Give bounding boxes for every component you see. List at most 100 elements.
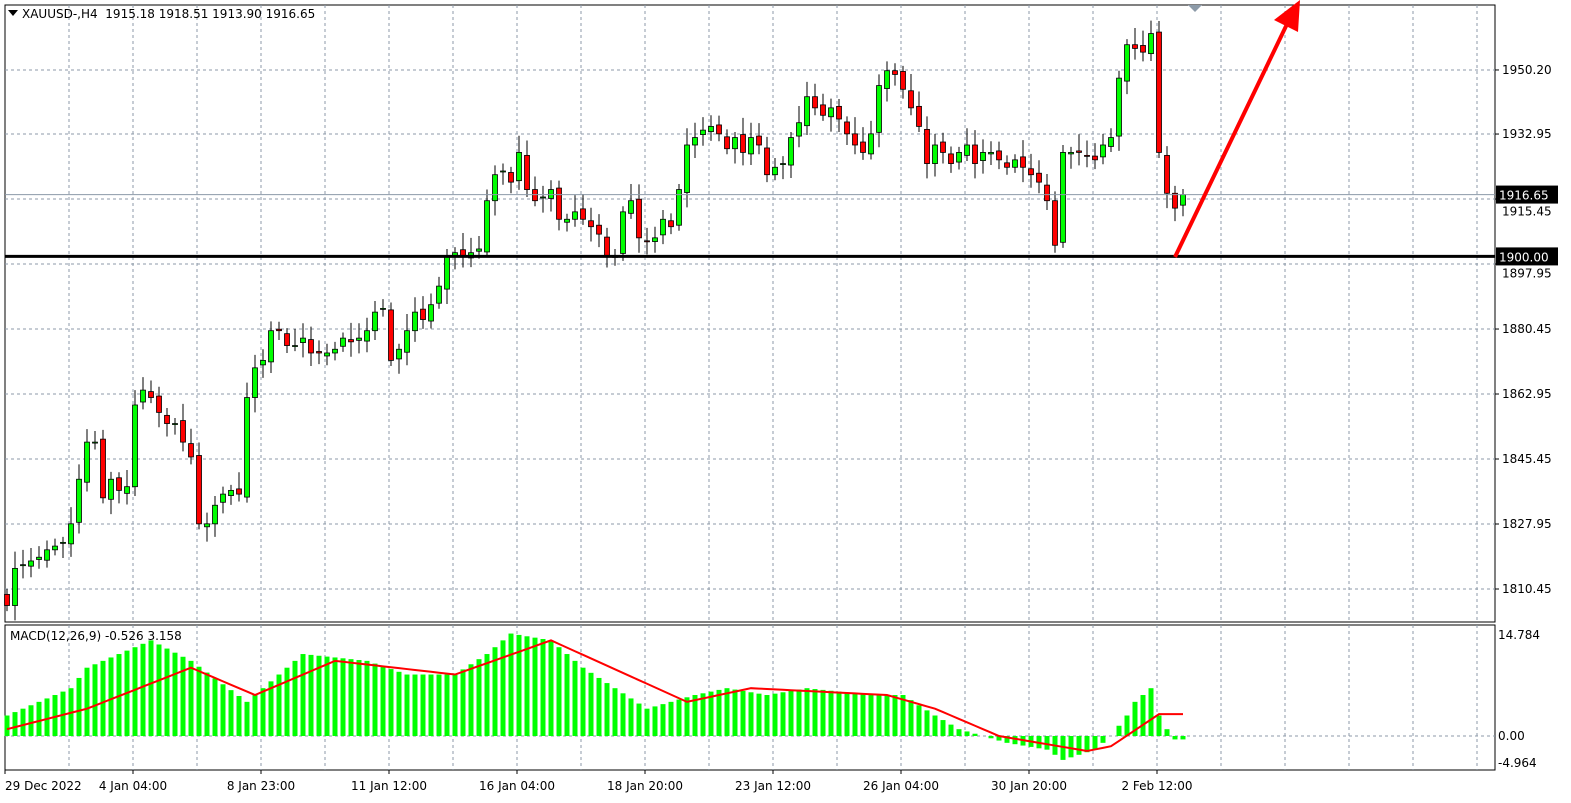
bull-candle[interactable] — [436, 285, 442, 304]
bear-candle[interactable] — [860, 141, 866, 153]
bull-candle[interactable] — [364, 330, 370, 342]
bull-candle[interactable] — [956, 152, 962, 163]
bull-candle[interactable] — [804, 96, 810, 127]
bull-candle[interactable] — [356, 337, 362, 341]
bull-candle[interactable] — [748, 137, 754, 155]
bull-candle[interactable] — [828, 107, 834, 118]
bull-candle[interactable] — [1124, 44, 1130, 82]
bear-candle[interactable] — [716, 124, 722, 135]
bull-candle[interactable] — [684, 144, 690, 193]
bull-candle[interactable] — [572, 211, 578, 220]
bull-candle[interactable] — [252, 367, 258, 398]
bear-candle[interactable] — [764, 147, 770, 176]
bull-candle[interactable] — [660, 218, 666, 236]
bear-candle[interactable] — [1156, 31, 1162, 153]
bull-candle[interactable] — [300, 337, 306, 343]
bull-candle[interactable] — [92, 441, 98, 444]
bear-candle[interactable] — [164, 414, 170, 424]
bull-candle[interactable] — [652, 237, 658, 242]
bull-candle[interactable] — [700, 129, 706, 135]
bull-candle[interactable] — [1060, 152, 1066, 243]
bear-candle[interactable] — [116, 477, 122, 491]
bull-candle[interactable] — [692, 137, 698, 146]
bull-candle[interactable] — [964, 144, 970, 156]
bear-candle[interactable] — [148, 391, 154, 398]
bear-candle[interactable] — [1004, 162, 1010, 168]
bull-candle[interactable] — [628, 200, 634, 214]
bear-candle[interactable] — [844, 121, 850, 135]
bull-candle[interactable] — [140, 389, 146, 403]
bear-candle[interactable] — [1052, 200, 1058, 246]
bear-candle[interactable] — [908, 90, 914, 109]
bear-candle[interactable] — [820, 104, 826, 116]
bear-candle[interactable] — [188, 443, 194, 458]
bull-candle[interactable] — [132, 404, 138, 488]
bull-candle[interactable] — [884, 70, 890, 89]
bull-candle[interactable] — [380, 308, 386, 310]
bull-candle[interactable] — [476, 248, 482, 252]
bull-candle[interactable] — [76, 478, 82, 523]
bear-candle[interactable] — [812, 96, 818, 109]
bull-candle[interactable] — [404, 330, 410, 353]
bear-candle[interactable] — [596, 224, 602, 235]
bear-candle[interactable] — [556, 187, 562, 220]
bull-candle[interactable] — [332, 348, 338, 354]
bull-candle[interactable] — [268, 330, 274, 363]
bull-candle[interactable] — [372, 311, 378, 332]
bull-candle[interactable] — [932, 144, 938, 164]
bull-candle[interactable] — [676, 189, 682, 226]
bull-candle[interactable] — [172, 423, 178, 425]
bull-candle[interactable] — [1148, 33, 1154, 55]
bear-candle[interactable] — [4, 593, 10, 606]
bull-candle[interactable] — [52, 545, 58, 551]
bear-candle[interactable] — [996, 150, 1002, 161]
dropdown-triangle-icon[interactable] — [8, 10, 18, 16]
bear-candle[interactable] — [100, 438, 106, 499]
bull-candle[interactable] — [340, 337, 346, 347]
bear-candle[interactable] — [308, 339, 314, 354]
bear-candle[interactable] — [892, 70, 898, 75]
bear-candle[interactable] — [156, 395, 162, 413]
bear-candle[interactable] — [588, 220, 594, 228]
bull-candle[interactable] — [1012, 159, 1018, 168]
bear-candle[interactable] — [924, 128, 930, 164]
chart-shift-marker-icon[interactable] — [1188, 5, 1202, 12]
bull-candle[interactable] — [620, 211, 626, 254]
bull-candle[interactable] — [500, 170, 506, 173]
bull-candle[interactable] — [1180, 194, 1186, 206]
bull-candle[interactable] — [244, 397, 250, 498]
bull-candle[interactable] — [1100, 144, 1106, 158]
bear-candle[interactable] — [852, 133, 858, 146]
bear-candle[interactable] — [1044, 184, 1050, 202]
bull-candle[interactable] — [444, 256, 450, 290]
bear-candle[interactable] — [316, 351, 322, 354]
bear-candle[interactable] — [1132, 44, 1138, 49]
bull-candle[interactable] — [780, 163, 786, 165]
bull-candle[interactable] — [484, 200, 490, 253]
bear-candle[interactable] — [836, 105, 842, 120]
bear-candle[interactable] — [972, 144, 978, 164]
bull-candle[interactable] — [516, 152, 522, 182]
bull-candle[interactable] — [732, 137, 738, 150]
bull-candle[interactable] — [548, 189, 554, 199]
bull-candle[interactable] — [204, 523, 210, 528]
bull-candle[interactable] — [980, 152, 986, 161]
bull-candle[interactable] — [12, 567, 18, 606]
bull-candle[interactable] — [212, 504, 218, 525]
bear-candle[interactable] — [508, 172, 514, 183]
bear-candle[interactable] — [196, 455, 202, 525]
bear-candle[interactable] — [1036, 172, 1042, 183]
bear-candle[interactable] — [644, 240, 650, 243]
bull-candle[interactable] — [876, 85, 882, 133]
bear-candle[interactable] — [420, 308, 426, 320]
bull-candle[interactable] — [228, 489, 234, 496]
bear-candle[interactable] — [180, 420, 186, 443]
bull-candle[interactable] — [44, 549, 50, 561]
bear-candle[interactable] — [724, 136, 730, 150]
bear-candle[interactable] — [524, 154, 530, 190]
bull-candle[interactable] — [1108, 137, 1114, 147]
bull-candle[interactable] — [292, 345, 298, 347]
bull-candle[interactable] — [324, 352, 330, 357]
bear-candle[interactable] — [1172, 192, 1178, 209]
